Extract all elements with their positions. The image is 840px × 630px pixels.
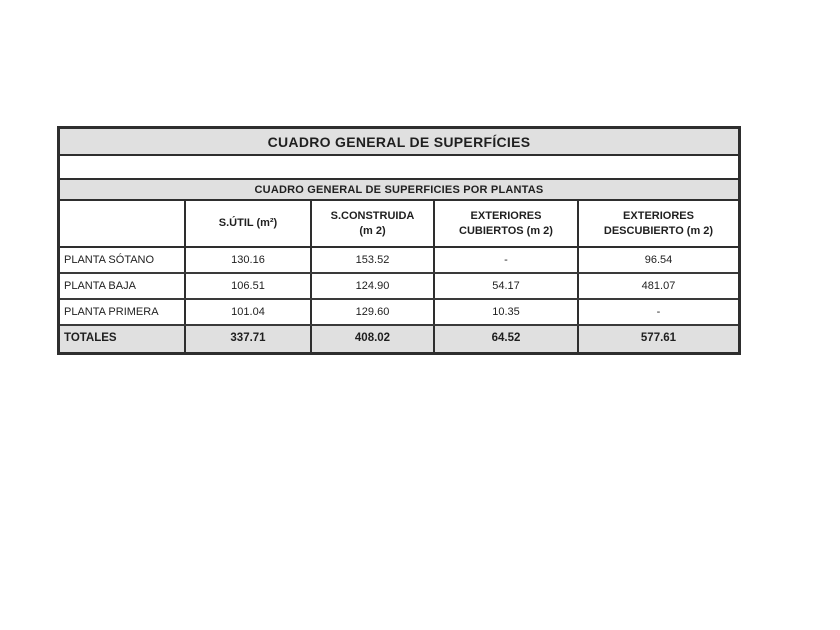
totals-label: TOTALES xyxy=(64,332,117,345)
cell-sutil: 101.04 xyxy=(184,300,310,324)
table-subtitle: CUADRO GENERAL DE SUPERFICIES POR PLANTA… xyxy=(254,183,544,196)
table-row-planta-primera: PLANTA PRIMERA 101.04 129.60 10.35 - xyxy=(60,300,738,326)
cell-ext-descubierto: 481.07 xyxy=(577,274,738,298)
row-label: PLANTA SÓTANO xyxy=(64,253,155,266)
table-row-totales: TOTALES 337.71 408.02 64.52 577.61 xyxy=(60,326,738,352)
cell-ext-descubierto: - xyxy=(577,300,738,324)
table-row-planta-baja: PLANTA BAJA 106.51 124.90 54.17 481.07 xyxy=(60,274,738,300)
cell-ext-cubiertos: 54.17 xyxy=(433,274,577,298)
table-title: CUADRO GENERAL DE SUPERFÍCIES xyxy=(267,133,531,150)
header-ext-cubiertos: EXTERIORES CUBIERTOS (m 2) xyxy=(433,201,577,246)
spacer-row xyxy=(60,156,738,180)
cell-ext-descubierto: 96.54 xyxy=(577,248,738,272)
row-label: PLANTA PRIMERA xyxy=(64,305,159,318)
cell-sconstruida: 129.60 xyxy=(310,300,433,324)
cell-sutil: 130.16 xyxy=(184,248,310,272)
cell-ext-cubiertos: 10.35 xyxy=(433,300,577,324)
header-sconstruida: S.CONSTRUIDA (m 2) xyxy=(310,201,433,246)
table-header-row: S.ÚTIL (m²) S.CONSTRUIDA (m 2) EXTERIORE… xyxy=(60,201,738,248)
cell-sutil: 106.51 xyxy=(184,274,310,298)
table-row-planta-sotano: PLANTA SÓTANO 130.16 153.52 - 96.54 xyxy=(60,248,738,274)
cell-ext-cubiertos: - xyxy=(433,248,577,272)
totals-sconstruida: 408.02 xyxy=(310,326,433,352)
table-title-band: CUADRO GENERAL DE SUPERFÍCIES xyxy=(60,129,738,156)
totals-ext-cubiertos: 64.52 xyxy=(433,326,577,352)
cell-sconstruida: 124.90 xyxy=(310,274,433,298)
surface-table: CUADRO GENERAL DE SUPERFÍCIES CUADRO GEN… xyxy=(57,126,741,355)
totals-sutil: 337.71 xyxy=(184,326,310,352)
header-ext-descubierto: EXTERIORES DESCUBIERTO (m 2) xyxy=(577,201,738,246)
header-empty-cell xyxy=(60,201,184,246)
row-label: PLANTA BAJA xyxy=(64,279,136,292)
totals-ext-descubierto: 577.61 xyxy=(577,326,738,352)
table-subtitle-band: CUADRO GENERAL DE SUPERFICIES POR PLANTA… xyxy=(60,180,738,201)
header-sutil: S.ÚTIL (m²) xyxy=(184,201,310,246)
cell-sconstruida: 153.52 xyxy=(310,248,433,272)
